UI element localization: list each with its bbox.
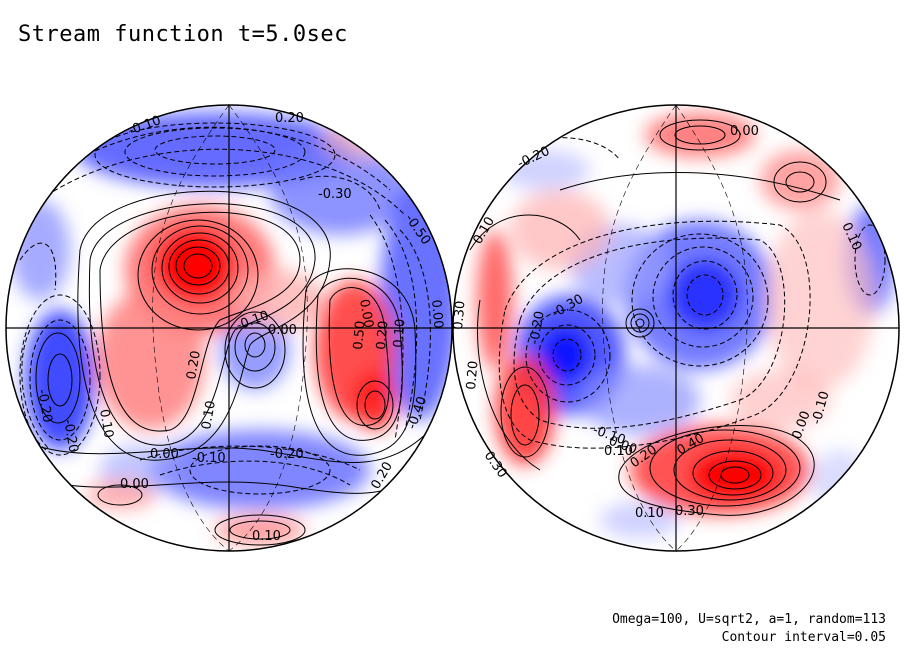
contour-label: 0.10 <box>252 529 281 544</box>
contour-label: 0.50 <box>351 320 368 350</box>
contour-label: 0.10 <box>635 506 664 521</box>
right-hemisphere-field <box>453 105 899 551</box>
contour-label: 0.00 <box>150 447 179 462</box>
contour-label: 0.20 <box>464 360 481 390</box>
right-hemisphere-rim <box>452 104 900 552</box>
contour-label: 0.20 <box>374 320 391 350</box>
figure-title: Stream function t=5.0sec <box>18 22 348 47</box>
contour-label: -0.20 <box>34 388 55 424</box>
contour-label: 0.20 <box>184 350 204 381</box>
left-hemisphere: 0.20 -0.30 -0.10 -0.50 0.20 0.50 -0.10 0… <box>5 104 453 552</box>
left-hemisphere-field <box>6 105 452 551</box>
contour-label: 0.10 <box>199 400 219 431</box>
contour-interval-note: Contour interval=0.05 <box>721 630 886 645</box>
contour-label: -0.20 <box>60 418 81 454</box>
contour-label: 0.20 <box>275 111 304 126</box>
left-hemisphere-rim <box>5 104 453 552</box>
contour-label: 0.10 <box>391 318 408 348</box>
contour-label: 0.00 <box>730 124 759 139</box>
contour-label: 0.00 <box>120 477 149 492</box>
contour-label: 0.00 <box>356 298 376 329</box>
parameters-note: Omega=100, U=sqrt2, a=1, random=113 <box>612 612 886 627</box>
right-hemisphere: 0.00 -0.20 0.10 0.10 -0.30 -0.20 0.30 0.… <box>451 104 900 552</box>
contour-label: -0.30 <box>318 187 352 202</box>
contour-label: 0.10 <box>96 408 116 439</box>
contour-label: -0.20 <box>527 310 548 346</box>
contour-label: -0.20 <box>270 447 304 462</box>
contour-label: 0.00 <box>428 299 445 329</box>
contour-label: 0.10 <box>604 444 633 459</box>
contour-label: 0.30 <box>675 504 704 519</box>
contour-label: 0.30 <box>451 300 468 330</box>
contour-label: 0.00 <box>268 323 297 338</box>
contour-label: -0.10 <box>192 451 226 466</box>
